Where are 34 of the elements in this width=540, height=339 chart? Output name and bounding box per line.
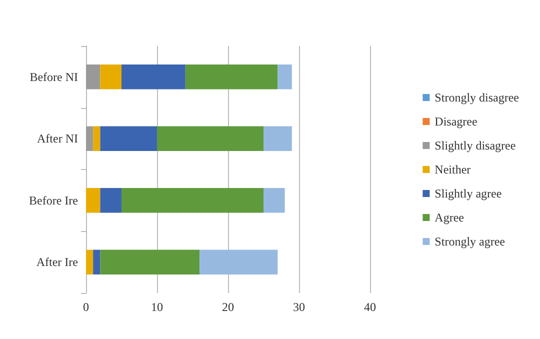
bar <box>200 250 278 274</box>
bar <box>100 126 157 151</box>
x-tick-label: 40 <box>364 300 376 314</box>
legend-label: Strongly disagree <box>434 90 520 104</box>
bar <box>100 188 122 213</box>
bar <box>185 64 278 90</box>
bar <box>100 250 200 274</box>
y-tick-label: After NI <box>37 132 78 146</box>
bar <box>122 64 186 90</box>
bar <box>122 188 264 213</box>
y-tick-label: After Ire <box>36 255 78 270</box>
legend-label: Agree <box>434 210 464 224</box>
legend-label: Neither <box>434 162 471 176</box>
bar <box>100 64 122 90</box>
y-tick-label: Before NI <box>30 70 78 84</box>
legend-label: Slightly agree <box>434 186 502 200</box>
bar <box>86 250 94 274</box>
x-tick-label: 10 <box>151 300 163 314</box>
bar <box>278 64 292 90</box>
legend-label: Disagree <box>434 114 478 128</box>
bar <box>264 188 285 213</box>
x-tick-label: 0 <box>83 300 89 314</box>
bar <box>86 188 100 213</box>
y-tick-label: Before Ire <box>29 193 78 208</box>
bar <box>157 126 264 151</box>
bar <box>93 250 100 274</box>
legend-label: Slightly disagree <box>434 138 516 152</box>
bar <box>264 126 292 151</box>
bar <box>93 126 100 151</box>
x-tick-label: 30 <box>293 300 305 314</box>
legend-label: Strongly agree <box>434 234 505 248</box>
bar <box>86 126 94 151</box>
x-tick-label: 20 <box>222 300 234 314</box>
bar <box>86 64 100 90</box>
